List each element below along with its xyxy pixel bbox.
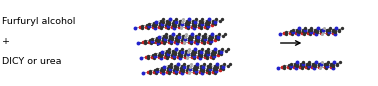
- Text: +: +: [2, 37, 10, 46]
- Text: Furfuryl alcohol: Furfuryl alcohol: [2, 17, 75, 26]
- Text: DICY or urea: DICY or urea: [2, 57, 61, 66]
